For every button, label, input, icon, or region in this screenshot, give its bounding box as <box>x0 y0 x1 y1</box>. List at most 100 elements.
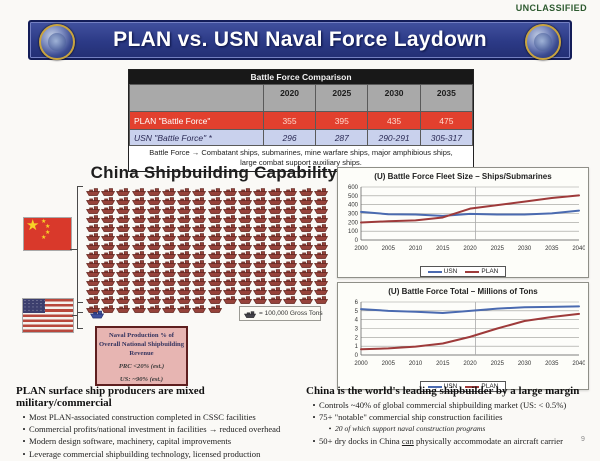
china-flag-icon: ★ ★ ★ ★ ★ <box>23 217 72 251</box>
svg-text:100: 100 <box>348 229 359 235</box>
china-bracket <box>77 186 83 313</box>
table-header-year: 2025 <box>315 84 369 112</box>
us-bracket <box>77 302 83 329</box>
china-ship-row <box>85 188 332 197</box>
china-shipbuilder-section: China is the world's leading shipbuilder… <box>306 385 594 447</box>
us-ship-icons <box>89 310 105 319</box>
legend-entry: USN <box>427 268 457 275</box>
legend-entry: PLAN <box>465 268 498 275</box>
svg-text:2005: 2005 <box>382 361 396 367</box>
svg-text:600: 600 <box>348 185 359 191</box>
bullet-item: • Controls ~40% of global commercial ship… <box>312 400 567 410</box>
svg-text:0: 0 <box>355 238 359 244</box>
classification-label: UNCLASSIFIED <box>515 3 587 13</box>
ship-icon <box>243 305 257 323</box>
table-title: Battle Force Comparison <box>129 70 473 84</box>
bullet-item: • Most PLAN-associated construction compl… <box>22 412 256 422</box>
fleet-size-chart: (U) Battle Force Fleet Size – Ships/Subm… <box>337 167 589 278</box>
chart-legend: USN PLAN <box>341 266 585 277</box>
chart-title: (U) Battle Force Total – Millions of Ton… <box>388 287 538 296</box>
bullet-item: • Leverage commercial shipbuilding techno… <box>22 448 261 459</box>
us-flag-icon <box>22 298 74 333</box>
table-row-plan: PLAN "Battle Force" 355 395 435 475 <box>129 111 474 130</box>
table-cell: 355 <box>262 111 317 130</box>
svg-text:2020: 2020 <box>463 361 477 367</box>
bullet-list: • Most PLAN-associated construction compl… <box>19 411 302 460</box>
navy-seal-icon <box>525 24 561 60</box>
row-label: PLAN "Battle Force" <box>129 111 264 130</box>
china-ship-row <box>85 242 332 251</box>
row-label: USN "Battle Force" * <box>129 129 264 146</box>
table-cell: 296 <box>262 129 317 146</box>
table-header-row: 2020 2025 2030 2035 <box>129 84 474 112</box>
legend-entry: USN <box>427 383 457 390</box>
bullet-list: • Controls ~40% of global commercial ship… <box>309 399 594 447</box>
svg-text:2015: 2015 <box>436 361 450 367</box>
battle-force-comparison-table: Battle Force Comparison 2020 2025 2030 2… <box>128 69 474 172</box>
svg-text:2015: 2015 <box>436 246 450 252</box>
china-ship-row <box>85 206 332 215</box>
sub-bullet-wrap: • 20 of which support naval construction … <box>309 424 594 434</box>
svg-text:2020: 2020 <box>463 246 477 252</box>
china-ship-row <box>85 197 332 206</box>
svg-text:2: 2 <box>355 335 359 341</box>
svg-text:500: 500 <box>348 194 359 200</box>
svg-text:400: 400 <box>348 203 359 209</box>
svg-text:2035: 2035 <box>545 361 559 367</box>
plan-producers-section: PLAN surface ship producers are mixed mi… <box>16 385 302 460</box>
svg-text:2030: 2030 <box>518 246 532 252</box>
shipbuilding-heading: China Shipbuilding Capability <box>90 163 338 182</box>
table-header-year: 2020 <box>262 84 317 112</box>
naval-production-note: Naval Production % of Overall National S… <box>95 326 188 386</box>
svg-text:2010: 2010 <box>409 361 423 367</box>
svg-text:300: 300 <box>348 212 359 218</box>
note-us: US: ~90% (est.) <box>119 375 164 383</box>
china-ship-row <box>85 224 332 233</box>
svg-text:1: 1 <box>355 344 359 350</box>
section-heading: China is the world's leading shipbuilder… <box>306 385 580 397</box>
svg-text:2040: 2040 <box>572 246 585 252</box>
table-header-year: 2030 <box>367 84 421 112</box>
title-banner: PLAN vs. USN Naval Force Laydown <box>28 20 572 60</box>
svg-text:2030: 2030 <box>518 361 532 367</box>
china-ship-row <box>85 215 332 224</box>
svg-text:2035: 2035 <box>545 246 559 252</box>
table-cell: 287 <box>315 129 369 146</box>
table-cell: 305-317 <box>419 129 474 146</box>
table-footnote: Battle Force → Combatant ships, submarin… <box>149 148 453 167</box>
table-row-usn: USN "Battle Force" * 296 287 290-291 305… <box>129 129 474 146</box>
svg-text:3: 3 <box>355 327 359 333</box>
sub-bullet-item: • 20 of which support naval construction … <box>328 424 486 434</box>
table-header-year: 2035 <box>419 84 474 112</box>
table-cell: 290-291 <box>367 129 421 146</box>
china-ship-row <box>85 251 332 260</box>
china-ship-row <box>85 287 332 296</box>
svg-text:0: 0 <box>355 353 359 359</box>
table-cell: 435 <box>367 111 421 130</box>
legend-entry: PLAN <box>465 383 498 390</box>
note-prc: PRC <20% (est.) <box>118 362 165 370</box>
bullet-item: • 50+ dry docks in China can physically a… <box>312 435 563 446</box>
chart-legend: USN PLAN <box>341 381 585 392</box>
bullet-item: • Modern design software, machinery, capi… <box>22 436 232 447</box>
svg-text:2040: 2040 <box>572 361 585 367</box>
china-ship-row <box>85 260 332 269</box>
bullet-item: • Commercial profits/national investment … <box>22 424 281 435</box>
chart-title: (U) Battle Force Fleet Size – Ships/Subm… <box>374 172 552 181</box>
page-number: 9 <box>581 436 585 443</box>
page-title: PLAN vs. USN Naval Force Laydown <box>113 28 487 51</box>
navy-seal-icon <box>39 24 75 60</box>
svg-text:6: 6 <box>355 300 359 306</box>
svg-text:2025: 2025 <box>491 246 505 252</box>
section-heading: PLAN surface ship producers are mixed mi… <box>16 385 205 409</box>
svg-text:2000: 2000 <box>354 246 368 252</box>
table-cell: 395 <box>315 111 369 130</box>
svg-text:2010: 2010 <box>409 246 423 252</box>
table-header-blank <box>129 84 264 112</box>
china-ship-row <box>85 278 332 287</box>
china-ship-row <box>85 296 332 305</box>
svg-text:5: 5 <box>355 309 359 315</box>
china-ship-grid <box>85 188 332 314</box>
svg-text:2000: 2000 <box>354 361 368 367</box>
